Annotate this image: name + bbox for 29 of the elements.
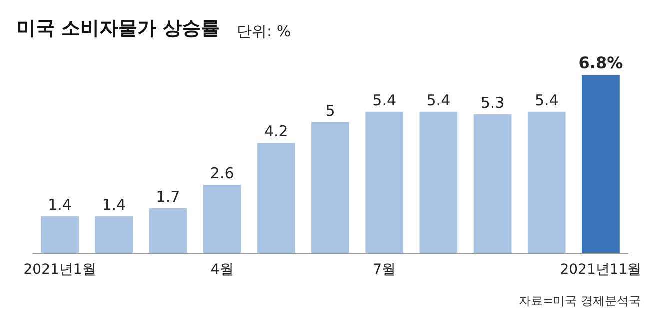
bar bbox=[366, 112, 404, 253]
data-label: 1.4 bbox=[102, 196, 126, 214]
bar bbox=[528, 112, 566, 253]
bar bbox=[582, 75, 620, 253]
text: 자료=미국 경제분석국 bbox=[519, 294, 642, 308]
bar bbox=[41, 216, 79, 253]
bar bbox=[149, 208, 188, 253]
bar bbox=[257, 143, 296, 253]
bar bbox=[95, 216, 134, 253]
data-label: 5.4 bbox=[372, 91, 397, 110]
x-tick-label: 2021년1월 bbox=[24, 262, 96, 278]
bar bbox=[312, 122, 350, 253]
data-label: 4.2 bbox=[264, 122, 288, 141]
data-label: 5.4 bbox=[426, 91, 451, 110]
data-label: 5 bbox=[326, 102, 336, 120]
data-label: 1.4 bbox=[48, 196, 72, 214]
x-tick-label: 4월 bbox=[210, 262, 234, 278]
bar bbox=[420, 112, 458, 253]
chart-title: 미국 소비자물가 상승률 bbox=[17, 18, 220, 40]
x-tick-label: 2021년11월 bbox=[560, 262, 642, 278]
data-label: 5.4 bbox=[534, 91, 559, 110]
data-label: 5.3 bbox=[480, 94, 505, 112]
chart-subtitle: 단위: % bbox=[237, 22, 292, 40]
data-label: 6.8% bbox=[578, 54, 624, 73]
bar bbox=[474, 114, 512, 253]
data-label: 2.6 bbox=[210, 164, 234, 183]
bar bbox=[203, 185, 242, 253]
data-label: 1.7 bbox=[156, 188, 180, 206]
x-tick-label: 7월 bbox=[373, 262, 396, 278]
